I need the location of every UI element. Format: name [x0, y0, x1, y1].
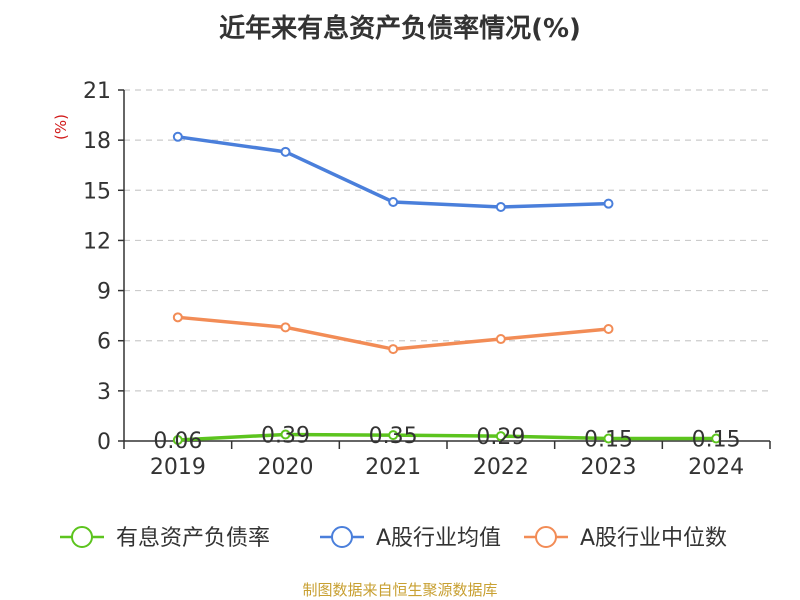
- data-point: [603, 433, 614, 444]
- data-label: 0.06: [153, 429, 202, 454]
- data-labels: 0.06 0.39 0.35 0.29 0.15 0.15: [153, 423, 740, 454]
- data-point: [495, 202, 506, 212]
- data-label: 0.35: [369, 424, 418, 449]
- data-point: [280, 429, 291, 440]
- data-point: [388, 430, 399, 441]
- x-tick-label: 2023: [581, 455, 637, 480]
- x-tick-label: 2022: [473, 455, 529, 480]
- data-point: [495, 431, 506, 442]
- data-point: [388, 196, 399, 207]
- data-label: 0.15: [584, 427, 633, 452]
- x-tick-label: 2019: [150, 455, 206, 480]
- legend-label: A股行业均值: [376, 526, 501, 551]
- legend-label: 有息资产负债率: [116, 526, 270, 551]
- data-point: [711, 433, 722, 444]
- axes: 0 3 6 9 12 15 18 21 2019 2020 2021 2022 2023 2024: [83, 79, 771, 480]
- legend-marker: [535, 526, 557, 548]
- y-tick-label: 3: [97, 380, 111, 405]
- y-tick-label: 9: [97, 280, 111, 305]
- grid-lines: [124, 89, 770, 392]
- y-tick-label: 18: [83, 129, 111, 154]
- data-point: [280, 146, 291, 157]
- data-point: [603, 324, 614, 335]
- data-point: [172, 312, 183, 323]
- series-lines: [172, 131, 722, 445]
- data-point: [280, 322, 291, 333]
- data-point: [172, 434, 183, 445]
- legend-marker: [71, 526, 93, 548]
- x-tick-label: 2021: [365, 455, 421, 480]
- source-note: 制图数据来自恒生聚源数据库: [302, 581, 498, 599]
- chart-title: 近年来有息资产负债率情况(%): [219, 14, 581, 44]
- y-tick-label: 21: [83, 79, 111, 104]
- x-tick-label: 2020: [258, 455, 314, 480]
- legend: 有息资产负债率 A股行业均值 A股行业中位数: [60, 526, 727, 551]
- data-point: [388, 344, 399, 355]
- data-point: [603, 198, 614, 209]
- legend-marker: [331, 526, 353, 548]
- data-label: 0.15: [692, 427, 741, 452]
- y-tick-label: 6: [97, 330, 111, 355]
- data-point: [495, 334, 506, 345]
- x-tick-label: 2024: [688, 455, 744, 480]
- y-axis-label: (%): [52, 114, 70, 140]
- legend-label: A股行业中位数: [580, 526, 727, 551]
- y-tick-label: 0: [97, 430, 111, 455]
- data-label: 0.29: [476, 425, 525, 450]
- y-tick-label: 15: [83, 179, 111, 204]
- series-line-0: [177, 432, 717, 442]
- series-line-1: [177, 135, 609, 209]
- data-label: 0.39: [261, 423, 310, 448]
- data-point: [172, 131, 183, 142]
- y-tick-label: 12: [83, 229, 111, 254]
